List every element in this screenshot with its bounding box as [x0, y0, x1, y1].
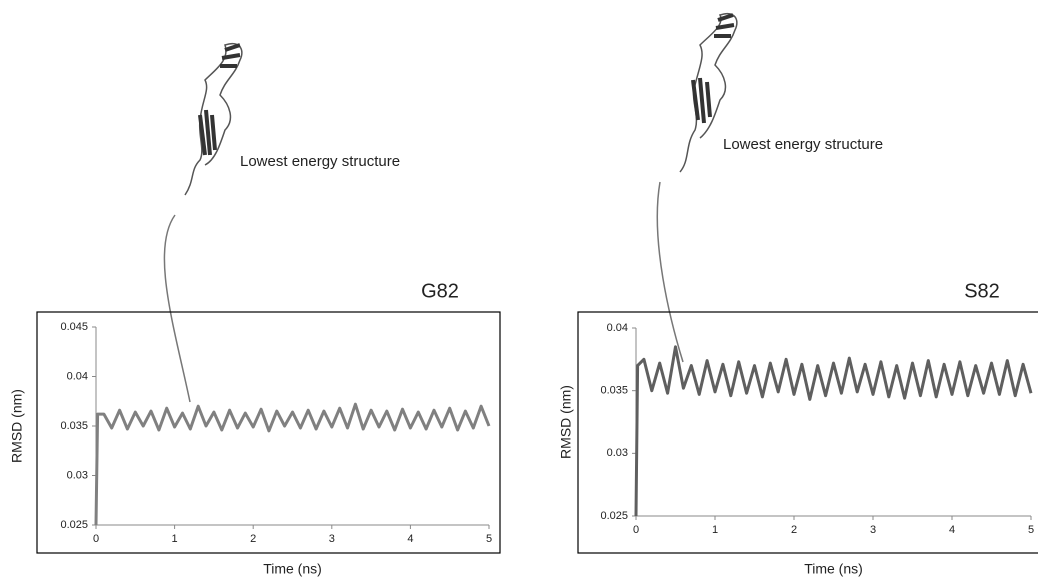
chart-title: S82: [964, 280, 1000, 302]
x-tick-label: 2: [250, 533, 256, 545]
y-tick-label: 0.045: [60, 321, 88, 333]
x-axis-label: Time (ns): [263, 561, 322, 577]
x-axis-label: Time (ns): [804, 561, 863, 577]
y-tick-label: 0.035: [600, 385, 628, 397]
x-tick-label: 5: [486, 533, 492, 545]
chart-title: G82: [421, 280, 459, 302]
y-axis-label: RMSD (nm): [9, 389, 25, 463]
y-tick-label: 0.025: [60, 519, 88, 531]
x-tick-label: 0: [93, 533, 99, 545]
chart-frame: [36, 311, 501, 554]
protein-structure: [184, 13, 738, 196]
connector: [656, 181, 684, 363]
x-tick-label: 2: [791, 524, 797, 536]
data-line: [94, 402, 491, 526]
x-tick-label: 5: [1028, 524, 1034, 536]
y-tick-label: 0.035: [60, 420, 88, 432]
chart-frame: [577, 311, 1038, 554]
y-tick-label: 0.04: [607, 322, 628, 334]
x-tick-label: 0: [633, 524, 639, 536]
y-tick-label: 0.03: [67, 469, 88, 481]
annotation: Lowest energy structure: [240, 153, 400, 170]
annotation: Lowest energy structure: [723, 136, 883, 153]
x-tick-label: 4: [949, 524, 955, 536]
data-line: [634, 345, 1033, 517]
y-axis-label: RMSD (nm): [558, 385, 574, 459]
x-tick-label: 1: [172, 533, 178, 545]
x-tick-label: 3: [870, 524, 876, 536]
y-tick-label: 0.025: [600, 510, 628, 522]
y-tick-label: 0.03: [607, 447, 628, 459]
y-tick-label: 0.04: [67, 370, 88, 382]
x-tick-label: 3: [329, 533, 335, 545]
x-tick-label: 1: [712, 524, 718, 536]
x-tick-label: 4: [407, 533, 413, 545]
connector: [163, 214, 191, 403]
